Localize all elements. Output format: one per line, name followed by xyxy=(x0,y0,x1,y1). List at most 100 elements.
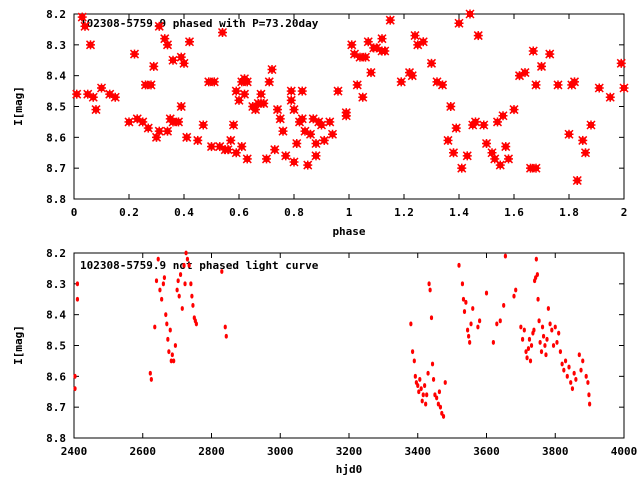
unphased-data-point xyxy=(495,321,499,327)
unphased-plot-ticks: 2400 2600 2800 3000 3200 3400 3600 3800 4000 8.2 8… xyxy=(46,247,637,458)
phased-data-point xyxy=(146,80,156,90)
unphased-data-point xyxy=(425,392,429,398)
unphased-data-point xyxy=(75,296,80,302)
phased-data-point xyxy=(217,27,228,38)
phased-xtick-label: 0.2 xyxy=(119,206,139,219)
phased-data-point xyxy=(80,21,90,31)
unphased-data-point xyxy=(462,309,467,314)
unphased-data-point xyxy=(173,343,178,348)
phased-ytick-label: 8.6 xyxy=(46,131,66,144)
unphased-data-point xyxy=(484,290,489,296)
unphased-ytick-label: 8.3 xyxy=(46,278,66,291)
phased-ytick-label: 8.3 xyxy=(46,39,66,52)
phased-xtick-label: 1 xyxy=(346,206,353,219)
phased-data-point xyxy=(140,80,151,90)
unphased-data-point xyxy=(543,343,547,348)
phased-data-point xyxy=(162,126,173,136)
unphased-data-point xyxy=(161,281,165,287)
phased-plot-xlabel: phase xyxy=(332,225,365,238)
phased-xtick-label: 0 xyxy=(71,206,78,219)
unphased-data-point xyxy=(160,296,164,302)
unphased-data-point xyxy=(169,358,173,364)
phased-data-point xyxy=(564,129,574,139)
unphased-data-point xyxy=(584,373,588,379)
phased-data-point xyxy=(352,80,362,90)
unphased-data-point xyxy=(191,303,195,308)
unphased-data-point xyxy=(165,321,169,327)
phased-data-point xyxy=(605,92,615,102)
phased-data-point xyxy=(242,77,252,87)
phased-data-point xyxy=(443,135,453,145)
unphased-data-point xyxy=(537,318,541,324)
unphased-data-point xyxy=(223,324,227,330)
phased-data-point xyxy=(168,55,178,65)
phased-data-point xyxy=(347,40,357,50)
phased-data-point xyxy=(226,135,236,145)
unphased-data-point xyxy=(467,333,471,339)
unphased-data-point xyxy=(148,370,152,376)
phased-data-point xyxy=(366,68,376,78)
unphased-data-point xyxy=(220,269,224,274)
unphased-data-point xyxy=(548,321,552,327)
unphased-data-point xyxy=(185,256,190,262)
phased-data-point xyxy=(242,154,252,164)
unphased-data-point xyxy=(180,306,184,311)
phased-data-point xyxy=(275,114,285,124)
unphased-ytick-label: 8.5 xyxy=(46,340,66,353)
phased-data-point xyxy=(360,52,371,62)
phased-ytick-label: 8.2 xyxy=(46,8,66,21)
phased-data-point xyxy=(553,80,563,90)
unphased-data-point xyxy=(409,321,413,327)
phased-data-point xyxy=(206,142,217,152)
unphased-data-point xyxy=(465,327,470,333)
unphased-data-point xyxy=(464,299,468,305)
phased-plot-ylabel: I[mag] xyxy=(12,86,25,126)
phased-data-point xyxy=(418,37,428,47)
unphased-data-point xyxy=(75,281,80,287)
phased-data-point xyxy=(85,40,96,50)
unphased-data-point xyxy=(438,404,443,410)
phased-data-point xyxy=(454,18,464,28)
phased-data-point xyxy=(501,142,511,152)
unphased-data-point xyxy=(553,324,557,330)
phased-data-point xyxy=(286,95,296,105)
unphased-data-point xyxy=(183,281,187,287)
unphased-data-point xyxy=(525,355,529,361)
phased-data-point xyxy=(385,15,395,25)
unphased-data-point xyxy=(570,386,575,392)
unphased-data-point xyxy=(532,327,536,333)
phased-data-point xyxy=(545,49,555,59)
phased-data-point xyxy=(311,138,321,149)
phased-data-point xyxy=(531,163,541,173)
unphased-data-point xyxy=(558,349,563,355)
phased-data-point xyxy=(281,151,291,161)
unphased-plot-ylabel: I[mag] xyxy=(12,325,25,365)
unphased-xtick-label: 4000 xyxy=(611,445,638,458)
unphased-data-point xyxy=(567,364,571,370)
phased-data-point xyxy=(292,138,302,149)
unphased-data-point xyxy=(424,401,428,407)
unphased-data-point xyxy=(461,296,466,302)
unphased-data-point xyxy=(194,321,198,327)
phased-data-point xyxy=(437,80,448,90)
phased-data-point xyxy=(198,120,208,130)
phased-data-point xyxy=(289,105,299,115)
phased-data-point xyxy=(410,31,420,41)
phased-ytick-label: 8.7 xyxy=(46,162,66,175)
phased-data-point xyxy=(569,77,580,87)
unphased-data-point xyxy=(527,336,532,342)
phased-plot-ticks: 0 0.2 0.4 0.6 0.8 1 1.2 1.4 1.6 1.8 2 8.2 8.3 8.4 8.5 8… xyxy=(46,8,627,219)
unphased-data-point xyxy=(526,346,531,351)
phased-xtick-label: 2 xyxy=(621,206,628,219)
unphased-data-point xyxy=(149,377,153,382)
unphased-data-point xyxy=(557,330,561,336)
phased-data-point xyxy=(256,89,266,99)
unphased-data-point xyxy=(560,361,564,367)
unphased-data-point xyxy=(418,377,422,382)
unphased-data-point xyxy=(478,318,482,324)
phased-xtick-label: 0.6 xyxy=(229,206,249,219)
phased-data-point xyxy=(286,86,296,96)
phased-xtick-label: 1.8 xyxy=(559,206,579,219)
phased-data-point xyxy=(149,61,159,71)
